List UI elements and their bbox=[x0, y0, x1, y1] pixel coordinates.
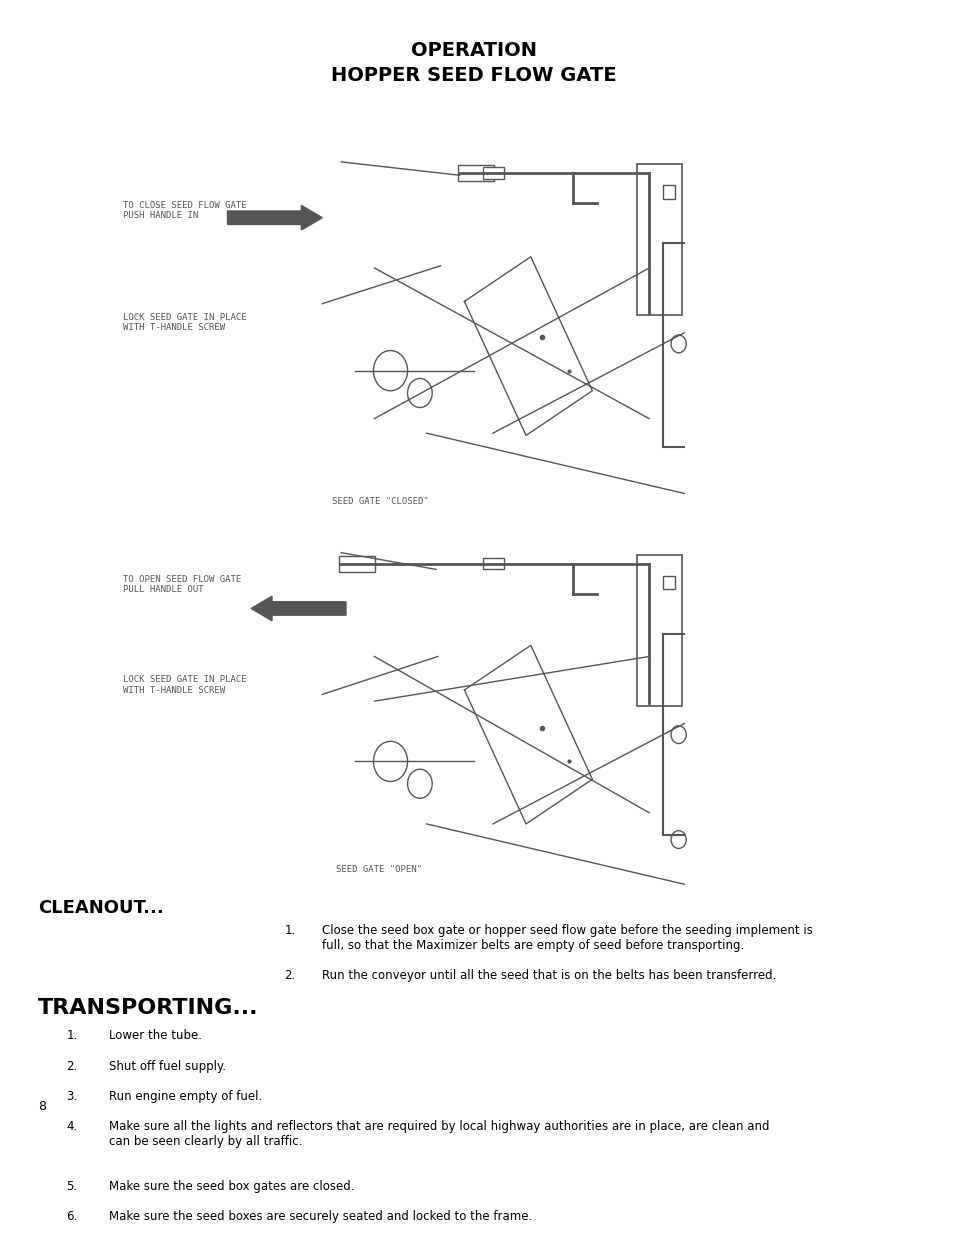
Bar bbox=[339, 556, 375, 572]
Bar bbox=[637, 555, 681, 705]
Text: 5.: 5. bbox=[67, 1181, 77, 1193]
Text: Make sure the seed boxes are securely seated and locked to the frame.: Make sure the seed boxes are securely se… bbox=[109, 1210, 532, 1223]
Bar bbox=[662, 185, 674, 199]
FancyArrow shape bbox=[227, 205, 322, 230]
Text: Make sure the seed box gates are closed.: Make sure the seed box gates are closed. bbox=[109, 1181, 355, 1193]
Text: SEED GATE "OPEN": SEED GATE "OPEN" bbox=[336, 866, 422, 874]
Text: 4.: 4. bbox=[67, 1120, 77, 1132]
Text: OPERATION: OPERATION bbox=[411, 41, 537, 59]
Text: Make sure all the lights and reflectors that are required by local highway autho: Make sure all the lights and reflectors … bbox=[109, 1120, 769, 1147]
Text: TRANSPORTING...: TRANSPORTING... bbox=[38, 998, 258, 1018]
Bar bbox=[483, 558, 504, 569]
Text: SEED GATE "CLOSED": SEED GATE "CLOSED" bbox=[332, 496, 428, 506]
Text: 1.: 1. bbox=[284, 925, 295, 937]
Bar bbox=[662, 576, 674, 589]
Text: LOCK SEED GATE IN PLACE
WITH T-HANDLE SCREW: LOCK SEED GATE IN PLACE WITH T-HANDLE SC… bbox=[123, 312, 247, 332]
Text: 8: 8 bbox=[38, 1099, 46, 1113]
Text: LOCK SEED GATE IN PLACE
WITH T-HANDLE SCREW: LOCK SEED GATE IN PLACE WITH T-HANDLE SC… bbox=[123, 676, 247, 695]
Text: Run the conveyor until all the seed that is on the belts has been transferred.: Run the conveyor until all the seed that… bbox=[322, 969, 776, 982]
Text: Lower the tube.: Lower the tube. bbox=[109, 1029, 202, 1042]
Text: TO CLOSE SEED FLOW GATE
PUSH HANDLE IN: TO CLOSE SEED FLOW GATE PUSH HANDLE IN bbox=[123, 201, 247, 220]
Bar bbox=[457, 165, 494, 180]
Bar bbox=[483, 168, 504, 179]
FancyArrow shape bbox=[251, 597, 346, 621]
Text: Run engine empty of fuel.: Run engine empty of fuel. bbox=[109, 1089, 262, 1103]
Text: HOPPER SEED FLOW GATE: HOPPER SEED FLOW GATE bbox=[331, 67, 616, 85]
Text: 3.: 3. bbox=[67, 1089, 77, 1103]
Text: Close the seed box gate or hopper seed flow gate before the seeding implement is: Close the seed box gate or hopper seed f… bbox=[322, 925, 812, 952]
Text: 2.: 2. bbox=[67, 1060, 77, 1072]
Text: 1.: 1. bbox=[67, 1029, 77, 1042]
Bar bbox=[637, 164, 681, 315]
Text: 6.: 6. bbox=[67, 1210, 77, 1223]
Text: TO OPEN SEED FLOW GATE
PULL HANDLE OUT: TO OPEN SEED FLOW GATE PULL HANDLE OUT bbox=[123, 576, 241, 594]
Text: Shut off fuel supply.: Shut off fuel supply. bbox=[109, 1060, 226, 1072]
Text: 2.: 2. bbox=[284, 969, 295, 982]
Text: CLEANOUT...: CLEANOUT... bbox=[38, 899, 164, 916]
